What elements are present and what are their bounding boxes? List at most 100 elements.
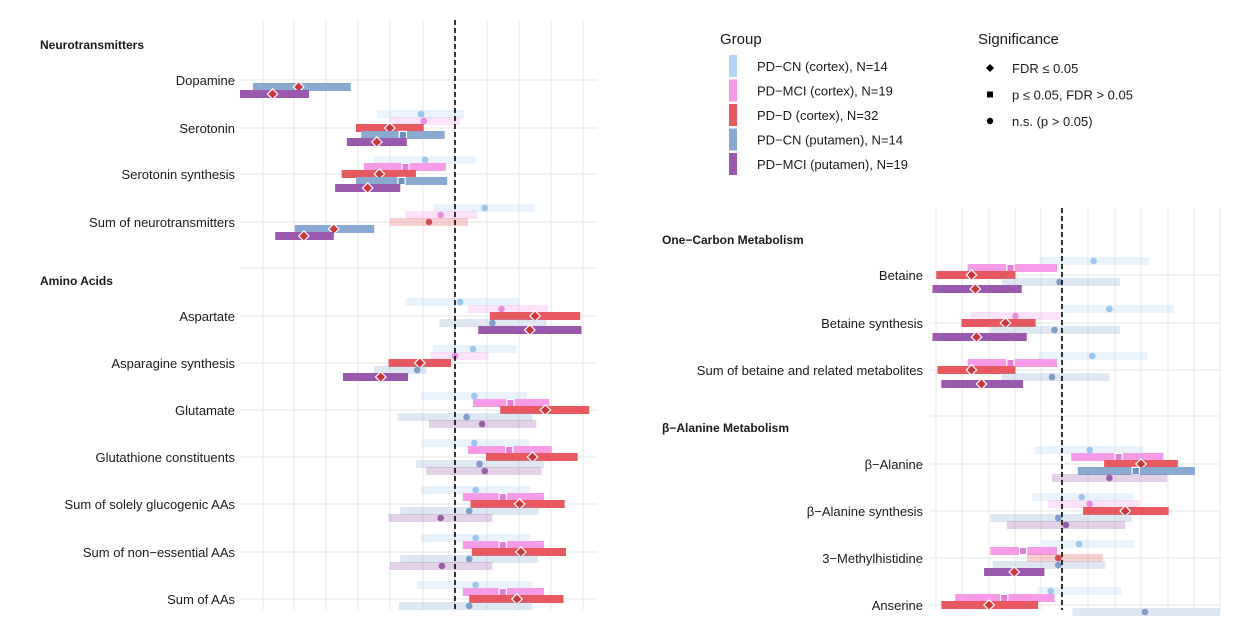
estimate-point-fdr: [983, 598, 996, 612]
estimate-point-ns: [1012, 312, 1019, 320]
estimate-point-ns: [1090, 257, 1097, 265]
estimate-point-ns: [1078, 493, 1086, 501]
row-label: Glutathione constituents: [96, 450, 236, 465]
left-forest-panel: Neurotransmitters Dopamine Serotonin Seroto…: [40, 20, 597, 610]
estimate-point-ns: [465, 507, 473, 515]
ci-bar-pdcn-cortex: [1062, 305, 1174, 313]
estimate-point-fdr: [370, 135, 383, 149]
row-serotonin: Serotonin: [179, 110, 465, 149]
estimate-point-ns: [465, 555, 473, 563]
estimate-point-fdr: [975, 377, 988, 391]
estimate-point-fdr: [1119, 504, 1132, 518]
estimate-point-ns: [437, 211, 444, 219]
row-glutathione-constituents: Glutathione constituents: [96, 439, 578, 475]
estimate-point-ns: [1106, 305, 1113, 313]
estimate-point-fdr: [965, 363, 978, 377]
row-aspartate: Aspartate: [179, 298, 582, 337]
estimate-point-ns: [472, 486, 479, 494]
row-label: Sum of neurotransmitters: [89, 215, 235, 230]
legend-sig-label-fdr: FDR ≤ 0.05: [1012, 61, 1078, 76]
ci-bar-pdcn-putamen: [1001, 373, 1110, 381]
estimate-point-ns: [481, 204, 488, 212]
ci-bar-pdcn-cortex: [1041, 540, 1134, 548]
estimate-point-fdr: [297, 229, 310, 243]
row-sum-of-betaine-and-related-metabolites: Sum of betaine and related metabolites: [697, 352, 1148, 391]
estimate-point-ns: [1086, 500, 1093, 508]
legend-label-pdcn-putamen: PD−CN (putamen), N=14: [757, 133, 903, 148]
estimate-point-fdr: [539, 403, 552, 417]
estimate-point-p: [1131, 466, 1140, 476]
estimate-point-ns: [498, 305, 505, 313]
legend-swatch-pdcn-putamen: [729, 128, 737, 151]
grid: [930, 208, 1221, 610]
estimate-point-ns: [481, 467, 488, 475]
estimate-point-p: [1114, 452, 1123, 462]
row-label: β−Alanine synthesis: [807, 504, 924, 519]
section-title-one-carbon-metabolism: One−Carbon Metabolism: [662, 233, 804, 247]
estimate-point-fdr: [970, 330, 983, 344]
estimate-point-ns: [1051, 326, 1058, 334]
legend-diamond-icon: [986, 64, 994, 72]
estimate-point-ns: [471, 392, 478, 400]
row-alanine-synthesis: β−Alanine synthesis: [807, 493, 1169, 529]
estimate-point-fdr: [361, 181, 374, 195]
section-title-alanine-metabolism: β−Alanine Metabolism: [662, 421, 789, 435]
estimate-point-ns: [421, 156, 429, 164]
estimate-point-ns: [463, 413, 470, 421]
estimate-point-ns: [1054, 561, 1062, 569]
row-label: Sum of solely glucogenic AAs: [64, 497, 235, 512]
estimate-point-p: [398, 130, 408, 140]
legend-swatch-pdd-cortex: [729, 104, 737, 126]
ci-bar-pdcn-cortex: [1036, 587, 1122, 595]
legend-label-pdmci-cortex: PD−MCI (cortex), N=19: [757, 84, 893, 99]
ci-bar-pdd-cortex: [1026, 554, 1103, 562]
legend-label-pdcn-cortex: PD−CN (cortex), N=14: [757, 59, 888, 74]
legend-square-icon: [987, 91, 993, 98]
legend-sig-label-p: p ≤ 0.05, FDR > 0.05: [1012, 88, 1133, 103]
row-alanine: β−Alanine: [865, 446, 1195, 482]
estimate-point-fdr: [513, 497, 526, 511]
estimate-point-fdr: [514, 545, 527, 559]
legend: Group PD−CN (cortex), N=14 PD−MCI (cortex)…: [720, 31, 1133, 175]
legend-circle-icon: [986, 117, 994, 125]
estimate-point-ns: [437, 514, 444, 522]
section-title-amino-acids: Amino Acids: [40, 274, 113, 288]
estimate-point-fdr: [266, 87, 279, 101]
legend-group-title: Group: [720, 31, 762, 48]
estimate-point-p: [397, 176, 406, 186]
estimate-point-ns: [472, 581, 479, 589]
row-label: Betaine: [879, 268, 923, 283]
ci-bar-pdmci-cortex: [1048, 500, 1140, 508]
estimate-point-p: [1018, 546, 1028, 556]
legend-label-pdd-cortex: PD−D (cortex), N=32: [757, 108, 878, 123]
row-label: Aspartate: [179, 309, 235, 324]
legend-swatch-pdmci-cortex: [729, 79, 737, 102]
row-label: Sum of non−essential AAs: [83, 545, 236, 560]
estimate-point-p: [498, 492, 507, 502]
estimate-point-ns: [1088, 352, 1096, 360]
row-betaine: Betaine: [879, 257, 1149, 296]
estimate-point-fdr: [999, 316, 1012, 330]
row-sum-of-solely-glucogenic-aas: Sum of solely glucogenic AAs: [64, 486, 565, 522]
estimate-point-ns: [1141, 608, 1149, 616]
ci-bar-pdmci-cortex: [430, 352, 489, 360]
ci-bar-pdcn-putamen: [374, 366, 427, 374]
row-label: β−Alanine: [865, 457, 923, 472]
estimate-point-ns: [471, 439, 478, 447]
row-dopamine: Dopamine: [176, 73, 351, 101]
section-title-neurotransmitters: Neurotransmitters: [40, 38, 144, 52]
row-label: Asparagine synthesis: [111, 356, 235, 371]
estimate-point-ns: [438, 562, 446, 570]
estimate-point-ns: [1048, 373, 1056, 381]
estimate-point-ns: [478, 420, 486, 428]
ci-bar-pdcn-putamen: [992, 561, 1106, 569]
ci-bar-pdcn-putamen: [398, 602, 533, 610]
estimate-point-ns: [1056, 278, 1063, 286]
estimate-point-p: [498, 587, 507, 597]
row-sum-of-non-essential-aas: Sum of non−essential AAs: [83, 534, 567, 570]
estimate-point-fdr: [969, 282, 982, 296]
estimate-point-ns: [1054, 554, 1062, 562]
row-sum-of-neurotransmitters: Sum of neurotransmitters: [89, 204, 536, 243]
row-3-methylhistidine: 3−Methylhistidine: [822, 540, 1134, 579]
legend-swatch-pdmci-putamen: [729, 153, 737, 175]
